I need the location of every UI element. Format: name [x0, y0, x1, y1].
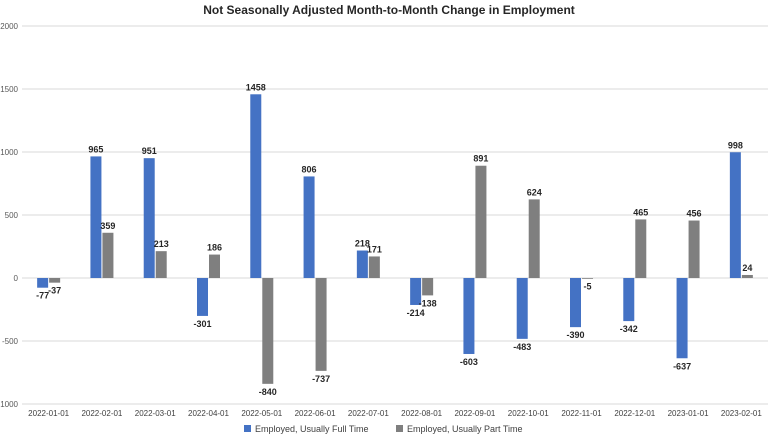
- data-label-full-time: -483: [513, 342, 531, 352]
- y-tick-label: 0: [14, 274, 19, 283]
- x-tick-label: 2023-02-01: [721, 409, 762, 418]
- data-label-full-time: 951: [142, 146, 157, 156]
- y-tick-label: 2000: [0, 22, 18, 31]
- bar-part-time: [49, 278, 61, 283]
- x-tick-label: 2023-01-01: [668, 409, 709, 418]
- data-label-full-time: -637: [673, 361, 691, 371]
- x-tick-label: 2022-02-01: [81, 409, 122, 418]
- x-tick-label: 2022-09-01: [454, 409, 495, 418]
- data-label-full-time: 218: [355, 239, 370, 249]
- data-label-part-time: 171: [367, 244, 382, 254]
- x-axis-ticks: 2022-01-01 2022-02-01 2022-03-01 2022-04-01…: [28, 409, 762, 418]
- data-label-part-time: -37: [48, 286, 61, 296]
- bar-part-time: [635, 219, 647, 278]
- data-label-part-time: 359: [100, 221, 115, 231]
- bar-full-time: [516, 278, 528, 339]
- bar-full-time: [90, 156, 102, 278]
- legend: Employed, Usually Full Time Employed, Usu…: [244, 424, 523, 434]
- bar-full-time: [303, 176, 315, 278]
- bar-part-time: [528, 199, 540, 278]
- bar-part-time: [688, 220, 700, 278]
- bar-part-time: [315, 278, 327, 371]
- bar-part-time: [368, 256, 380, 278]
- data-label-part-time: -840: [259, 387, 277, 397]
- data-label-part-time: 24: [742, 263, 752, 273]
- data-label-part-time: 465: [633, 207, 648, 217]
- bar-part-time: [741, 274, 753, 278]
- bar-full-time: [37, 278, 49, 288]
- bar-full-time: [729, 152, 741, 278]
- bar-full-time: [250, 94, 262, 279]
- x-tick-label: 2022-07-01: [348, 409, 389, 418]
- x-tick-label: 2022-10-01: [508, 409, 549, 418]
- bar-part-time: [422, 278, 434, 296]
- bar-full-time: [356, 250, 368, 278]
- x-tick-label: 2022-04-01: [188, 409, 229, 418]
- y-tick-label: 500: [5, 211, 19, 220]
- bar-full-time: [197, 278, 208, 316]
- y-axis-ticks: -1000 -500 0 500 1000 1500 2000: [0, 22, 19, 409]
- y-tick-label: -1000: [0, 400, 19, 409]
- bar-full-time: [410, 278, 422, 305]
- data-label-full-time: 965: [88, 144, 103, 154]
- legend-label: Employed, Usually Full Time: [255, 424, 369, 434]
- bar-full-time: [143, 158, 155, 278]
- data-label-part-time: -737: [312, 374, 330, 384]
- bar-full-time: [623, 278, 635, 322]
- data-label-part-time: -5: [583, 282, 591, 292]
- data-label-full-time: -342: [620, 324, 638, 334]
- bar-part-time: [475, 165, 487, 278]
- data-label-full-time: -603: [460, 357, 478, 367]
- data-label-full-time: -301: [193, 319, 211, 329]
- legend-swatch: [244, 425, 251, 432]
- x-tick-label: 2022-12-01: [614, 409, 655, 418]
- bar-full-time: [676, 278, 688, 359]
- x-tick-label: 2022-08-01: [401, 409, 442, 418]
- bar-part-time: [209, 254, 220, 278]
- x-tick-label: 2022-06-01: [295, 409, 336, 418]
- x-tick-label: 2022-05-01: [241, 409, 282, 418]
- data-label-full-time: -390: [566, 330, 584, 340]
- data-label-full-time: 998: [728, 140, 743, 150]
- data-label-part-time: 213: [154, 239, 169, 249]
- data-labels: -77-37 965 359 951 213 -301 186 1458 -840 806 -737…: [36, 82, 752, 397]
- data-label-part-time: 891: [473, 154, 488, 164]
- chart-title: Not Seasonally Adjusted Month-to-Month C…: [203, 3, 575, 17]
- data-label-full-time: 1458: [246, 82, 266, 92]
- bar-part-time: [582, 278, 593, 279]
- data-label-full-time: -214: [407, 308, 425, 318]
- y-tick-label: 1500: [0, 85, 18, 94]
- x-tick-label: 2022-11-01: [561, 409, 602, 418]
- legend-label: Employed, Usually Part Time: [407, 424, 523, 434]
- data-label-part-time: 186: [207, 243, 222, 253]
- bar-full-time: [570, 278, 581, 328]
- x-tick-label: 2022-01-01: [28, 409, 69, 418]
- y-tick-label: 1000: [0, 148, 18, 157]
- gridlines: [22, 25, 768, 405]
- x-tick-label: 2022-03-01: [135, 409, 176, 418]
- y-tick-label: -500: [2, 337, 19, 346]
- data-label-part-time: 456: [687, 209, 702, 219]
- data-label-full-time: -77: [36, 291, 49, 301]
- data-label-part-time: -138: [419, 298, 437, 308]
- bar-part-time: [155, 251, 167, 278]
- bar-full-time: [463, 278, 475, 354]
- data-label-full-time: 806: [302, 164, 317, 174]
- bar-part-time: [262, 278, 274, 384]
- bars: [37, 94, 753, 384]
- bar-part-time: [102, 232, 114, 278]
- legend-swatch: [396, 425, 403, 432]
- data-label-part-time: 624: [527, 187, 542, 197]
